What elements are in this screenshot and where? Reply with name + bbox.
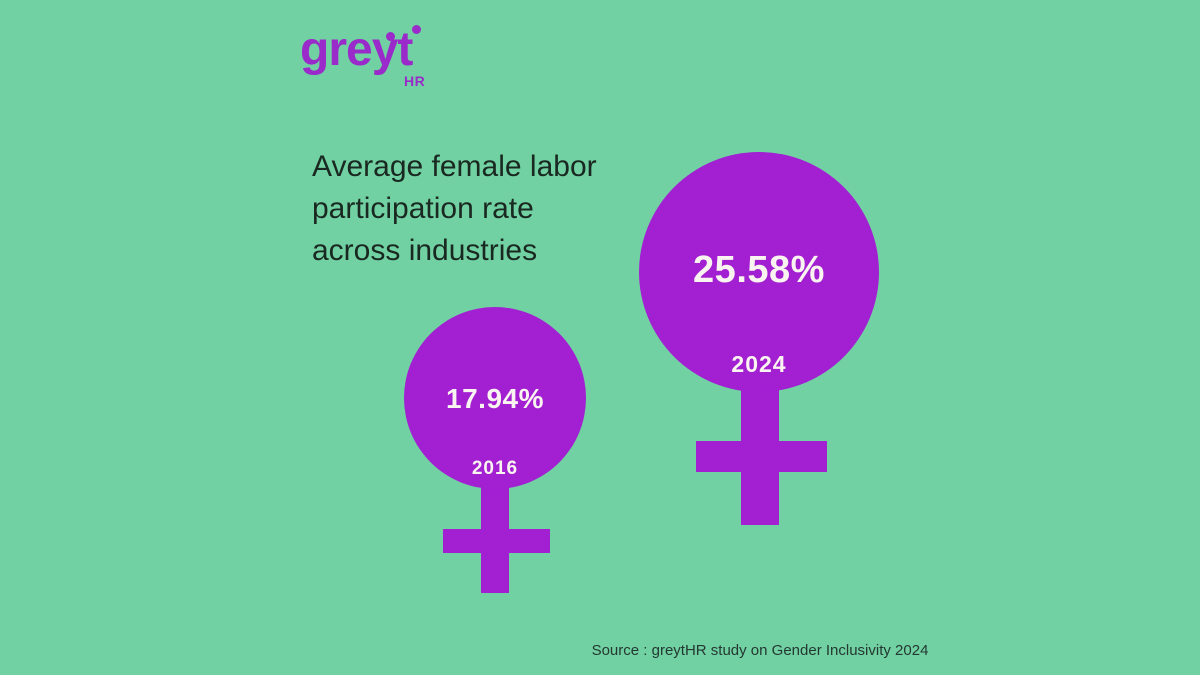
chart-title-line-2: participation rate (312, 192, 534, 225)
female-symbol-2024: 25.58% 2024 (639, 152, 879, 527)
female-symbol-circle (404, 307, 586, 489)
chart-title: Average female labor participation rate … (312, 146, 597, 272)
value-label-2024: 25.58% (693, 249, 825, 291)
chart-title-line-1: Average female labor (312, 150, 597, 183)
source-note: Source : greytHR study on Gender Inclusi… (591, 642, 929, 659)
year-label-2016: 2016 (471, 458, 519, 479)
logo-wordmark: greyt (300, 23, 413, 76)
logo-dot-icon (386, 32, 395, 41)
female-symbol-circle (639, 152, 879, 392)
greythr-logo: greyt HR (300, 20, 450, 90)
logo-dot-icon (412, 25, 421, 34)
logo-hr-label: HR (404, 73, 426, 89)
year-label-2024: 2024 (731, 351, 787, 377)
female-symbol-crossbar (696, 441, 827, 472)
female-symbol-crossbar (443, 529, 550, 553)
value-label-2016: 17.94% (446, 383, 544, 414)
chart-title-line-3: across industries (312, 234, 538, 267)
female-symbol-2016: 17.94% 2016 (404, 307, 586, 597)
